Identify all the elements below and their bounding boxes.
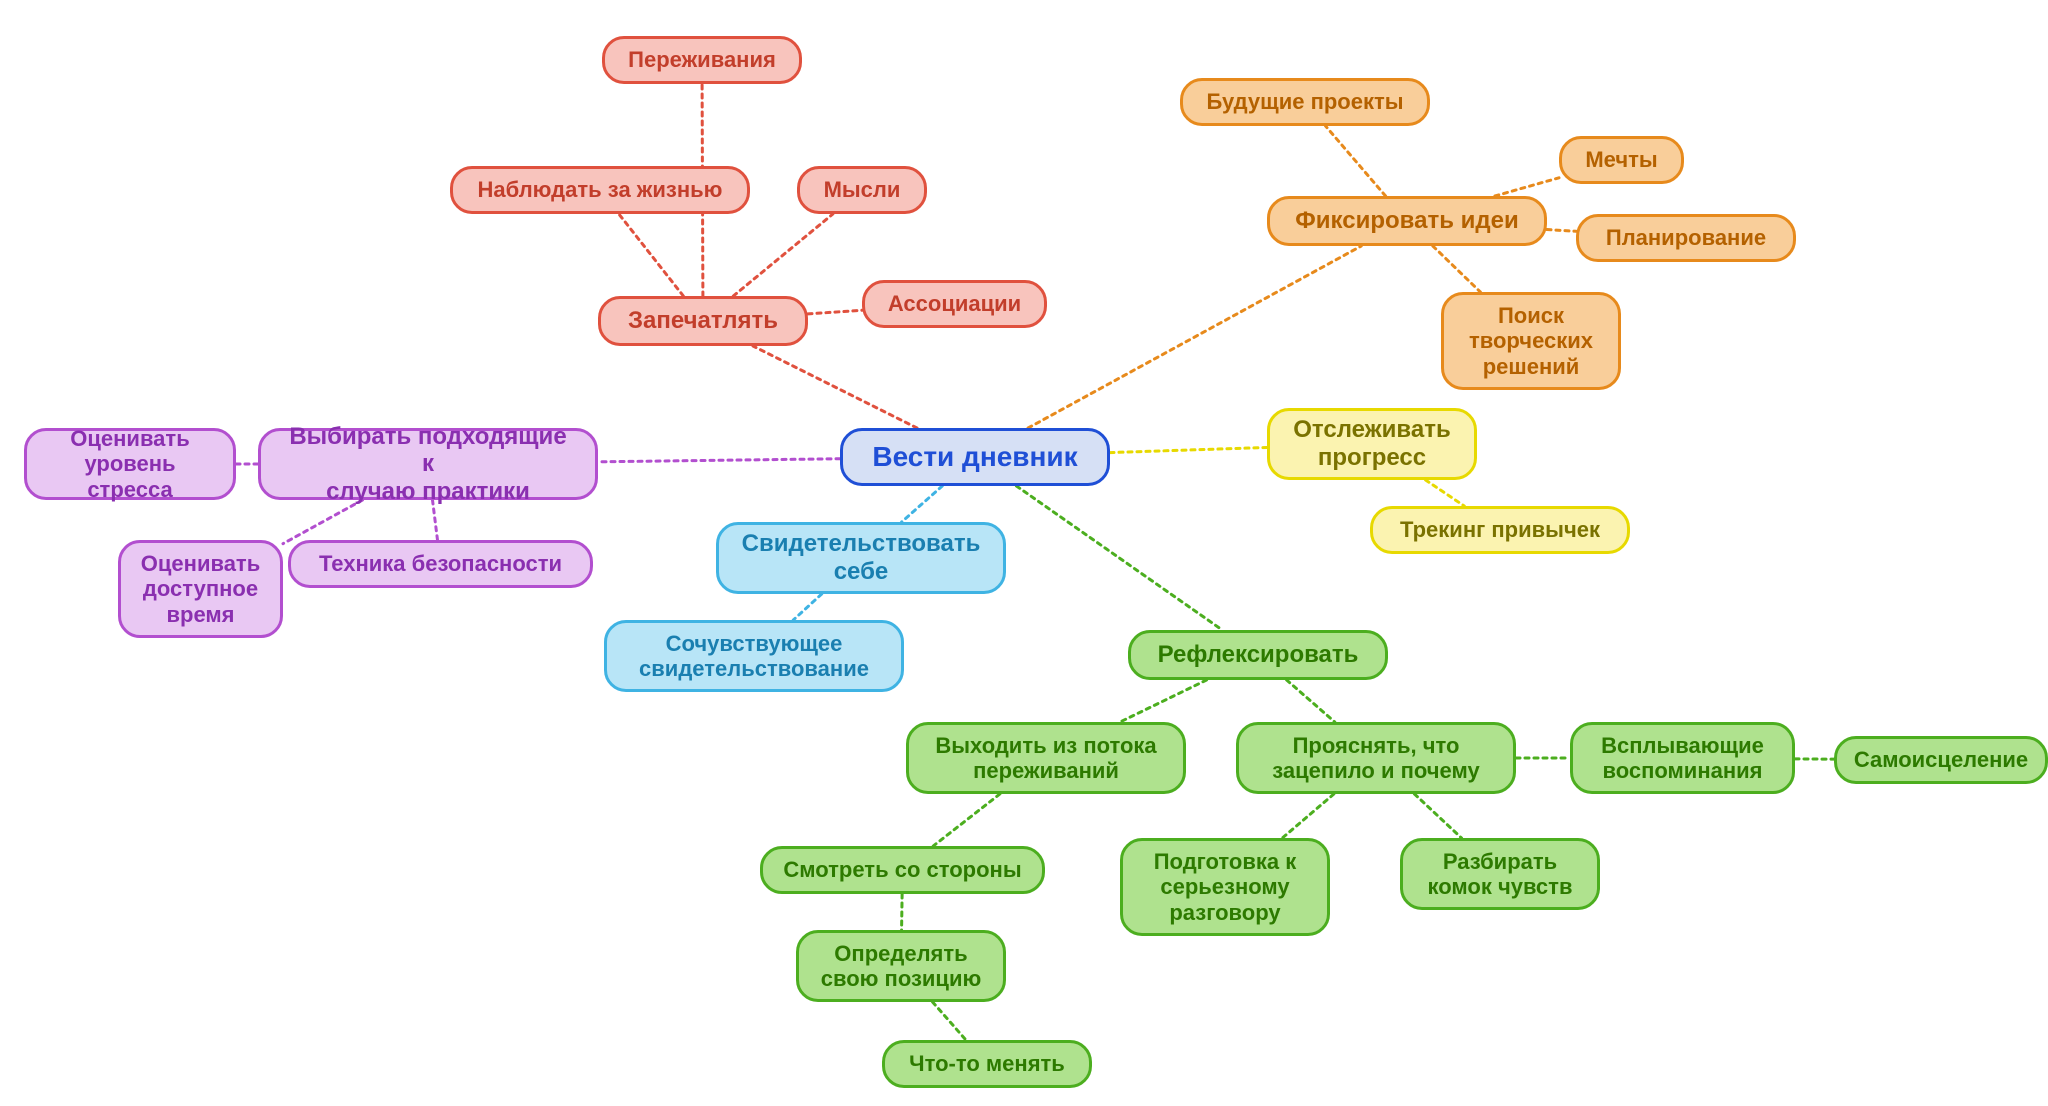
node-thoughts: Мысли: [797, 166, 927, 214]
node-label: Выходить из потока переживаний: [935, 733, 1156, 784]
node-reflect: Рефлексировать: [1128, 630, 1388, 680]
node-label: Вести дневник: [872, 441, 1077, 473]
edge-capture-thoughts: [733, 214, 833, 296]
node-label: Подготовка к серьезному разговору: [1154, 849, 1297, 925]
edge-root-witness: [902, 486, 943, 522]
node-label: Переживания: [628, 47, 776, 72]
node-label: Наблюдать за жизнью: [478, 177, 723, 202]
node-label: Трекинг привычек: [1400, 517, 1600, 542]
edge-clarify-prep: [1282, 794, 1334, 838]
mindmap-canvas: Вести дневник Запечатлять Наблюдать за жиз…: [0, 0, 2048, 1106]
edge-capture-observe: [619, 214, 683, 296]
edge-reflect-clarify: [1287, 680, 1335, 722]
node-capture: Запечатлять: [598, 296, 808, 346]
node-label: Разбирать комок чувств: [1428, 849, 1573, 900]
node-label: Отслеживать прогресс: [1293, 416, 1450, 471]
node-label: Самоисцеление: [1854, 747, 2028, 772]
node-exitflow: Выходить из потока переживаний: [906, 722, 1186, 794]
node-time: Оценивать доступное время: [118, 540, 283, 638]
node-prep: Подготовка к серьезному разговору: [1120, 838, 1330, 936]
edge-root-capture: [753, 346, 917, 428]
node-side: Смотреть со стороны: [760, 846, 1045, 894]
node-label: Всплывающие воспоминания: [1601, 733, 1764, 784]
edge-ideas-creative: [1433, 246, 1481, 292]
node-label: Прояснять, что зацепило и почему: [1272, 733, 1479, 784]
node-root: Вести дневник: [840, 428, 1110, 486]
node-planning: Планирование: [1576, 214, 1796, 262]
node-ideas: Фиксировать идеи: [1267, 196, 1547, 246]
node-label: Запечатлять: [628, 307, 778, 335]
node-feelings: Переживания: [602, 36, 802, 84]
edge-choose-safety: [433, 500, 438, 540]
node-habits: Трекинг привычек: [1370, 506, 1630, 554]
node-compassion: Сочувствующее свидетельствование: [604, 620, 904, 692]
node-label: Что-то менять: [909, 1051, 1065, 1076]
node-label: Оценивать уровень стресса: [47, 426, 213, 502]
node-label: Ассоциации: [888, 291, 1021, 316]
edge-ideas-dreams: [1495, 178, 1559, 196]
node-creative: Поиск творческих решений: [1441, 292, 1621, 390]
edge-track-habits: [1426, 480, 1465, 506]
edge-position-change: [933, 1002, 966, 1040]
edge-exitflow-side: [933, 794, 1000, 846]
node-choose: Выбирать подходящие к случаю практики: [258, 428, 598, 500]
node-label: Определять свою позицию: [821, 941, 982, 992]
node-label: Свидетельствовать себе: [742, 530, 981, 585]
edge-ideas-projects: [1326, 126, 1386, 196]
node-label: Сочувствующее свидетельствование: [639, 631, 869, 682]
node-label: Поиск творческих решений: [1469, 303, 1593, 379]
node-clarify: Прояснять, что зацепило и почему: [1236, 722, 1516, 794]
node-track: Отслеживать прогресс: [1267, 408, 1477, 480]
edge-reflect-exitflow: [1120, 680, 1206, 722]
node-observe: Наблюдать за жизнью: [450, 166, 750, 214]
node-memories: Всплывающие воспоминания: [1570, 722, 1795, 794]
node-label: Мысли: [824, 177, 901, 202]
node-label: Смотреть со стороны: [783, 857, 1021, 882]
edge-clarify-untangle: [1414, 794, 1461, 838]
edge-root-ideas: [1028, 246, 1361, 428]
node-safety: Техника безопасности: [288, 540, 593, 588]
node-label: Мечты: [1585, 147, 1657, 172]
edge-root-choose: [598, 459, 840, 462]
edge-root-reflect: [1016, 486, 1222, 630]
node-selfheal: Самоисцеление: [1834, 736, 2048, 784]
edge-choose-time: [283, 500, 362, 544]
edge-witness-compassion: [793, 594, 821, 620]
node-position: Определять свою позицию: [796, 930, 1006, 1002]
node-label: Рефлексировать: [1158, 641, 1359, 669]
edge-ideas-planning: [1547, 230, 1576, 232]
node-label: Выбирать подходящие к случаю практики: [281, 423, 575, 506]
edge-side-position: [902, 894, 903, 930]
node-witness: Свидетельствовать себе: [716, 522, 1006, 594]
edge-root-track: [1110, 447, 1267, 452]
node-label: Будущие проекты: [1206, 89, 1403, 114]
node-untangle: Разбирать комок чувств: [1400, 838, 1600, 910]
node-dreams: Мечты: [1559, 136, 1684, 184]
node-label: Планирование: [1606, 225, 1766, 250]
node-stress: Оценивать уровень стресса: [24, 428, 236, 500]
node-projects: Будущие проекты: [1180, 78, 1430, 126]
node-change: Что-то менять: [882, 1040, 1092, 1088]
node-label: Оценивать доступное время: [141, 551, 260, 627]
node-label: Фиксировать идеи: [1295, 207, 1518, 235]
node-label: Техника безопасности: [319, 551, 562, 576]
edge-capture-assoc: [808, 310, 862, 314]
node-assoc: Ассоциации: [862, 280, 1047, 328]
